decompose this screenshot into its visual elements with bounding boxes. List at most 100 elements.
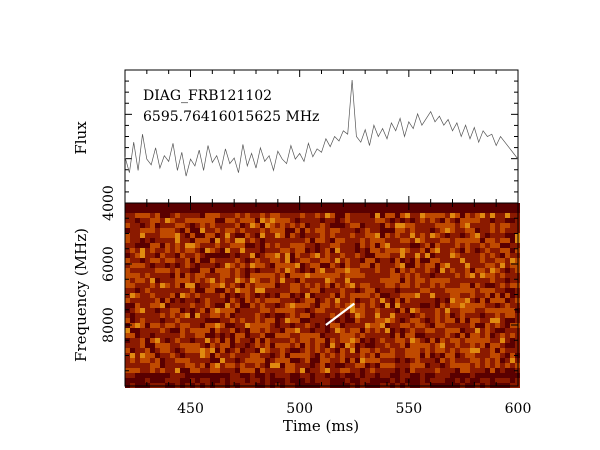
heatmap-cell [405, 338, 410, 343]
heatmap-cell [475, 293, 480, 298]
heatmap-cell [510, 353, 515, 358]
heatmap-cell [180, 308, 185, 313]
heatmap-cell [425, 343, 430, 348]
heatmap-cell [315, 353, 320, 358]
heatmap-cell [130, 303, 135, 308]
heatmap-cell [510, 233, 515, 238]
heatmap-cell [200, 293, 205, 298]
heatmap-cell [450, 303, 455, 308]
heatmap-cell [370, 328, 375, 333]
heatmap-cell [475, 303, 480, 308]
heatmap-cell [425, 323, 430, 328]
heatmap-cell [340, 243, 345, 248]
heatmap-cell [390, 268, 395, 273]
heatmap-cell [190, 333, 195, 338]
heatmap-cell [385, 378, 390, 383]
heatmap-cell [215, 363, 220, 368]
heatmap-cell [360, 348, 365, 353]
heatmap-cell [390, 303, 395, 308]
heatmap-cell [495, 293, 500, 298]
heatmap-cell [345, 288, 350, 293]
heatmap-cell [190, 208, 195, 213]
heatmap-cell [475, 243, 480, 248]
heatmap-cell [220, 253, 225, 258]
heatmap-cell [170, 333, 175, 338]
heatmap-cell [375, 223, 380, 228]
heatmap-cell [155, 363, 160, 368]
heatmap-cell [395, 348, 400, 353]
heatmap-cell [415, 348, 420, 353]
heatmap-cell [240, 308, 245, 313]
heatmap-cell [150, 348, 155, 353]
heatmap-cell [305, 243, 310, 248]
heatmap-cell [335, 248, 340, 253]
heatmap-cell [395, 243, 400, 248]
heatmap-cell [390, 368, 395, 373]
heatmap-cell [375, 278, 380, 283]
heatmap-cell [290, 208, 295, 213]
heatmap-cell [155, 323, 160, 328]
heatmap-cell [160, 213, 165, 218]
heatmap-cell [265, 368, 270, 373]
heatmap-cell [185, 268, 190, 273]
heatmap-cell [240, 208, 245, 213]
heatmap-cell [250, 208, 255, 213]
heatmap-cell [390, 293, 395, 298]
heatmap-cell [390, 208, 395, 213]
heatmap-cell [485, 348, 490, 353]
heatmap-cell [475, 353, 480, 358]
heatmap-cell [270, 238, 275, 243]
heatmap-cell [330, 223, 335, 228]
heatmap-cell [125, 373, 130, 378]
heatmap-cell [155, 273, 160, 278]
heatmap-cell [145, 308, 150, 313]
heatmap-cell [370, 268, 375, 273]
heatmap-cell [365, 233, 370, 238]
heatmap-cell [180, 298, 185, 303]
heatmap-cell [185, 208, 190, 213]
heatmap-cell [390, 363, 395, 368]
heatmap-cell [495, 273, 500, 278]
heatmap-cell [505, 348, 510, 353]
heatmap-cell [135, 228, 140, 233]
heatmap-cell [480, 223, 485, 228]
heatmap-cell [295, 353, 300, 358]
heatmap-cell [205, 303, 210, 308]
heatmap-cell [300, 333, 305, 338]
heatmap-cell [450, 213, 455, 218]
heatmap-cell [415, 313, 420, 318]
heatmap-cell [195, 253, 200, 258]
heatmap-cell [285, 358, 290, 363]
heatmap-cell [475, 203, 480, 208]
heatmap-cell [320, 258, 325, 263]
heatmap-cell [440, 378, 445, 383]
heatmap-cell [170, 273, 175, 278]
heatmap-cell [265, 258, 270, 263]
heatmap-cell [175, 293, 180, 298]
heatmap-cell [370, 228, 375, 233]
heatmap-cell [345, 268, 350, 273]
heatmap-cell [395, 318, 400, 323]
heatmap-cell [210, 328, 215, 333]
heatmap-cell [130, 288, 135, 293]
heatmap-cell [320, 323, 325, 328]
heatmap-cell [190, 368, 195, 373]
heatmap-cell [360, 203, 365, 208]
heatmap-cell [355, 303, 360, 308]
heatmap-cell [150, 353, 155, 358]
heatmap-cell [410, 268, 415, 273]
heatmap-cell [315, 243, 320, 248]
heatmap-cell [400, 298, 405, 303]
heatmap-cell [295, 358, 300, 363]
heatmap-cell [310, 343, 315, 348]
heatmap-cell [500, 348, 505, 353]
heatmap-cell [290, 363, 295, 368]
heatmap-cell [370, 358, 375, 363]
heatmap-cell [295, 288, 300, 293]
heatmap-cell [180, 233, 185, 238]
heatmap-cell [410, 223, 415, 228]
heatmap-cell [165, 318, 170, 323]
heatmap-cell [505, 318, 510, 323]
heatmap-cell [165, 288, 170, 293]
heatmap-cell [390, 243, 395, 248]
